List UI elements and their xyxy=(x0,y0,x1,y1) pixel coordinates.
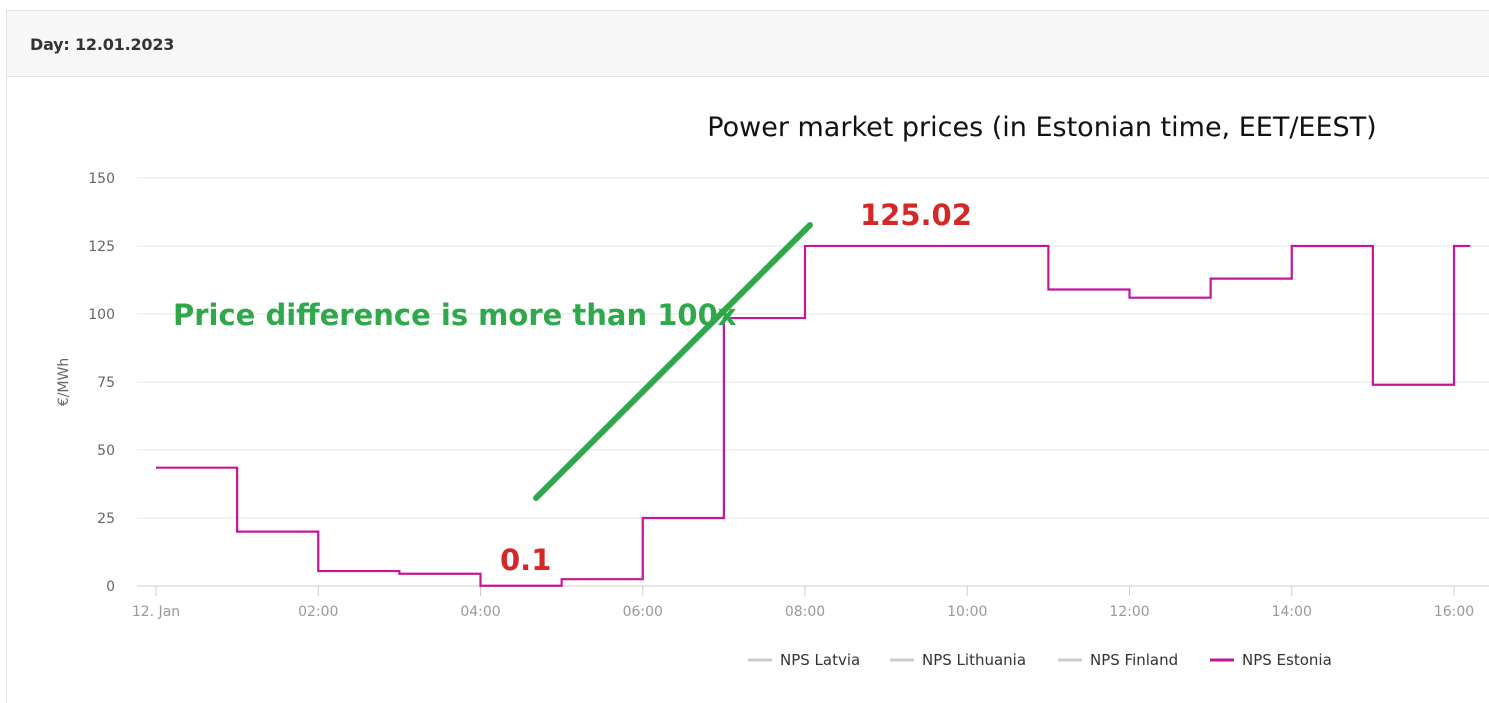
y-tick-label: 150 xyxy=(88,171,115,187)
y-tick-label: 50 xyxy=(97,443,115,459)
panel-title: Day: 12.01.2023 xyxy=(30,35,175,54)
x-tick-label: 16:00 xyxy=(1434,604,1474,620)
x-axis: 12. Jan 02:00 04:00 06:00 08:00 10:00 12:00 14:… xyxy=(132,586,1474,620)
y-axis-label: €/MWh xyxy=(56,358,72,406)
chart-panel: Day: 12.01.2023 xyxy=(6,10,1489,703)
y-tick-label: 25 xyxy=(97,511,115,527)
legend-label: NPS Estonia xyxy=(1242,651,1332,669)
x-tick-label: 08:00 xyxy=(785,604,825,620)
grid-lines xyxy=(137,177,1489,587)
annotation-max-price: 125.02 xyxy=(860,198,972,232)
annotation-min-price: 0.1 xyxy=(500,543,551,577)
x-tick-label: 12. Jan xyxy=(132,604,180,620)
y-tick-label: 125 xyxy=(88,239,115,255)
x-tick-label: 04:00 xyxy=(460,604,500,620)
legend-item[interactable]: NPS Lithuania xyxy=(890,651,1026,669)
chart-title: Power market prices (in Estonian time, E… xyxy=(707,112,1376,143)
series-line-nps-estonia xyxy=(156,244,1471,587)
x-tick-label: 10:00 xyxy=(947,604,987,620)
y-tick-label: 100 xyxy=(88,307,115,323)
y-tick-label: 0 xyxy=(106,579,115,595)
annotation-price-difference: Price difference is more than 100x xyxy=(173,298,737,332)
panel-header: Day: 12.01.2023 xyxy=(7,11,1489,77)
legend-label: NPS Latvia xyxy=(780,651,860,669)
legend-label: NPS Lithuania xyxy=(922,651,1026,669)
green-arrow-line xyxy=(533,222,813,501)
legend-label: NPS Finland xyxy=(1090,651,1178,669)
x-tick-label: 06:00 xyxy=(623,604,663,620)
legend-item[interactable]: NPS Estonia xyxy=(1210,651,1332,669)
legend: NPS Latvia NPS Lithuania NPS Finland NPS Es… xyxy=(748,651,1332,669)
series-lines xyxy=(156,244,1471,587)
y-axis-ticks: 0 25 50 75 100 125 150 xyxy=(88,171,115,595)
legend-item[interactable]: NPS Finland xyxy=(1058,651,1178,669)
x-tick-label: 02:00 xyxy=(298,604,338,620)
legend-item[interactable]: NPS Latvia xyxy=(748,651,860,669)
y-tick-label: 75 xyxy=(97,375,115,391)
annotations: Price difference is more than 100x 125.0… xyxy=(173,198,972,577)
x-tick-label: 12:00 xyxy=(1109,604,1149,620)
x-tick-label: 14:00 xyxy=(1272,604,1312,620)
